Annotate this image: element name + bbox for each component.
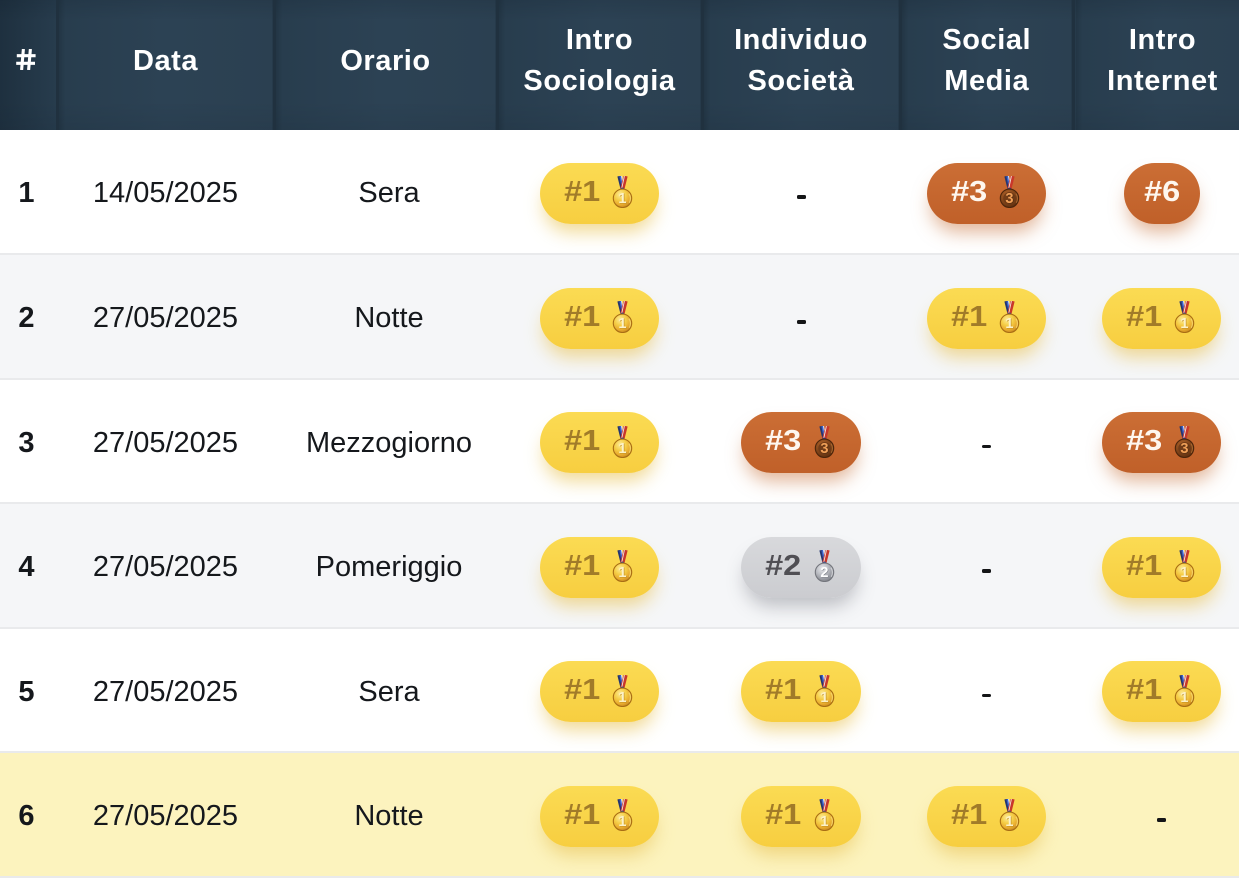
svg-text:1: 1	[821, 690, 829, 706]
svg-text:1: 1	[618, 316, 626, 332]
svg-text:1: 1	[1181, 565, 1189, 581]
svg-text:3: 3	[1006, 191, 1014, 207]
svg-text:1: 1	[1006, 317, 1014, 333]
svg-text:1: 1	[820, 690, 828, 706]
svg-text:2: 2	[821, 566, 829, 582]
svg-text:1: 1	[1006, 316, 1014, 332]
svg-text:1: 1	[618, 690, 626, 706]
svg-text:1: 1	[821, 815, 829, 831]
svg-text:1: 1	[618, 814, 626, 830]
svg-text:3: 3	[1181, 441, 1189, 457]
svg-text:3: 3	[1006, 192, 1014, 208]
svg-text:1: 1	[618, 565, 626, 581]
svg-text:1: 1	[1181, 566, 1189, 582]
svg-text:3: 3	[1181, 441, 1189, 457]
svg-text:2: 2	[820, 565, 828, 581]
svg-text:1: 1	[1181, 316, 1189, 332]
svg-text:3: 3	[821, 441, 829, 457]
svg-text:1: 1	[618, 191, 626, 207]
svg-text:1: 1	[619, 690, 627, 706]
svg-text:1: 1	[1006, 815, 1014, 831]
svg-text:1: 1	[619, 317, 627, 333]
svg-text:1: 1	[1181, 690, 1189, 706]
svg-text:3: 3	[820, 441, 828, 457]
svg-text:1: 1	[1181, 690, 1189, 706]
svg-text:1: 1	[1181, 317, 1189, 333]
svg-text:1: 1	[618, 441, 626, 457]
svg-text:1: 1	[619, 566, 627, 582]
svg-text:1: 1	[619, 192, 627, 208]
svg-text:1: 1	[820, 814, 828, 830]
svg-text:1: 1	[619, 441, 627, 457]
svg-text:1: 1	[619, 815, 627, 831]
svg-text:1: 1	[1006, 814, 1014, 830]
